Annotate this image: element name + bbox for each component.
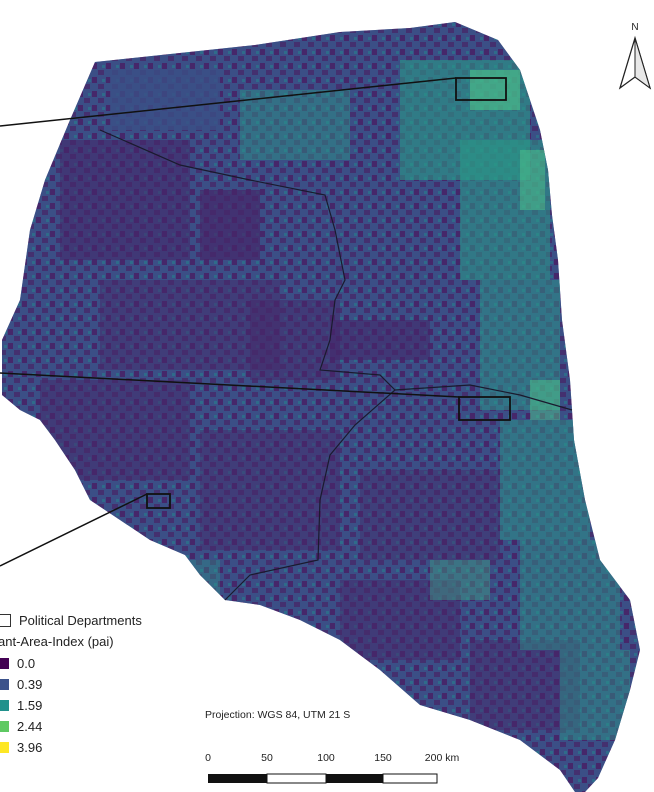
color-swatch-icon	[0, 700, 9, 711]
leader-line-southwest	[0, 493, 148, 567]
color-swatch-icon	[0, 721, 9, 732]
department-boundaries	[99, 129, 573, 601]
inset-box-north	[455, 77, 507, 101]
legend-class-label: 0.39	[17, 677, 43, 692]
legend-class-4: 3.96	[0, 737, 142, 758]
legend-class-label: 0.0	[17, 656, 36, 671]
scale-bar	[208, 773, 438, 784]
color-swatch-icon	[0, 658, 9, 669]
leader-line-east	[0, 372, 460, 398]
scale-tick-label: 50	[261, 752, 273, 764]
legend-class-2: 1.59	[0, 695, 142, 716]
north-label: N	[631, 22, 638, 33]
polygon-swatch-icon	[0, 614, 11, 627]
legend-class-label: 2.44	[17, 719, 43, 734]
scale-tick-label: 0	[205, 752, 211, 764]
scale-bar-labels: 0 50 100 150 200 km	[0, 752, 654, 766]
north-arrow-icon: N	[618, 22, 652, 90]
legend-political-label: Political Departments	[19, 613, 142, 628]
legend-class-label: 3.96	[17, 740, 43, 755]
legend-class-1: 0.39	[0, 674, 142, 695]
scale-tick-label: 100	[317, 752, 335, 764]
legend-political-departments: Political Departments	[0, 610, 142, 631]
inset-box-east	[458, 396, 511, 421]
legend-class-0: 0.0	[0, 653, 142, 674]
inset-box-southwest	[146, 493, 171, 509]
projection-label: Projection: WGS 84, UTM 21 S	[205, 709, 351, 721]
legend: Political Departments ant-Area-Index (pa…	[0, 610, 142, 758]
legend-pai-title: ant-Area-Index (pai)	[0, 634, 114, 649]
legend-class-3: 2.44	[0, 716, 142, 737]
legend-class-label: 1.59	[17, 698, 43, 713]
scale-tick-label: 150	[374, 752, 392, 764]
color-swatch-icon	[0, 742, 9, 753]
scale-tick-label: 200 km	[424, 752, 460, 764]
color-swatch-icon	[0, 679, 9, 690]
leader-line-north	[0, 77, 457, 127]
